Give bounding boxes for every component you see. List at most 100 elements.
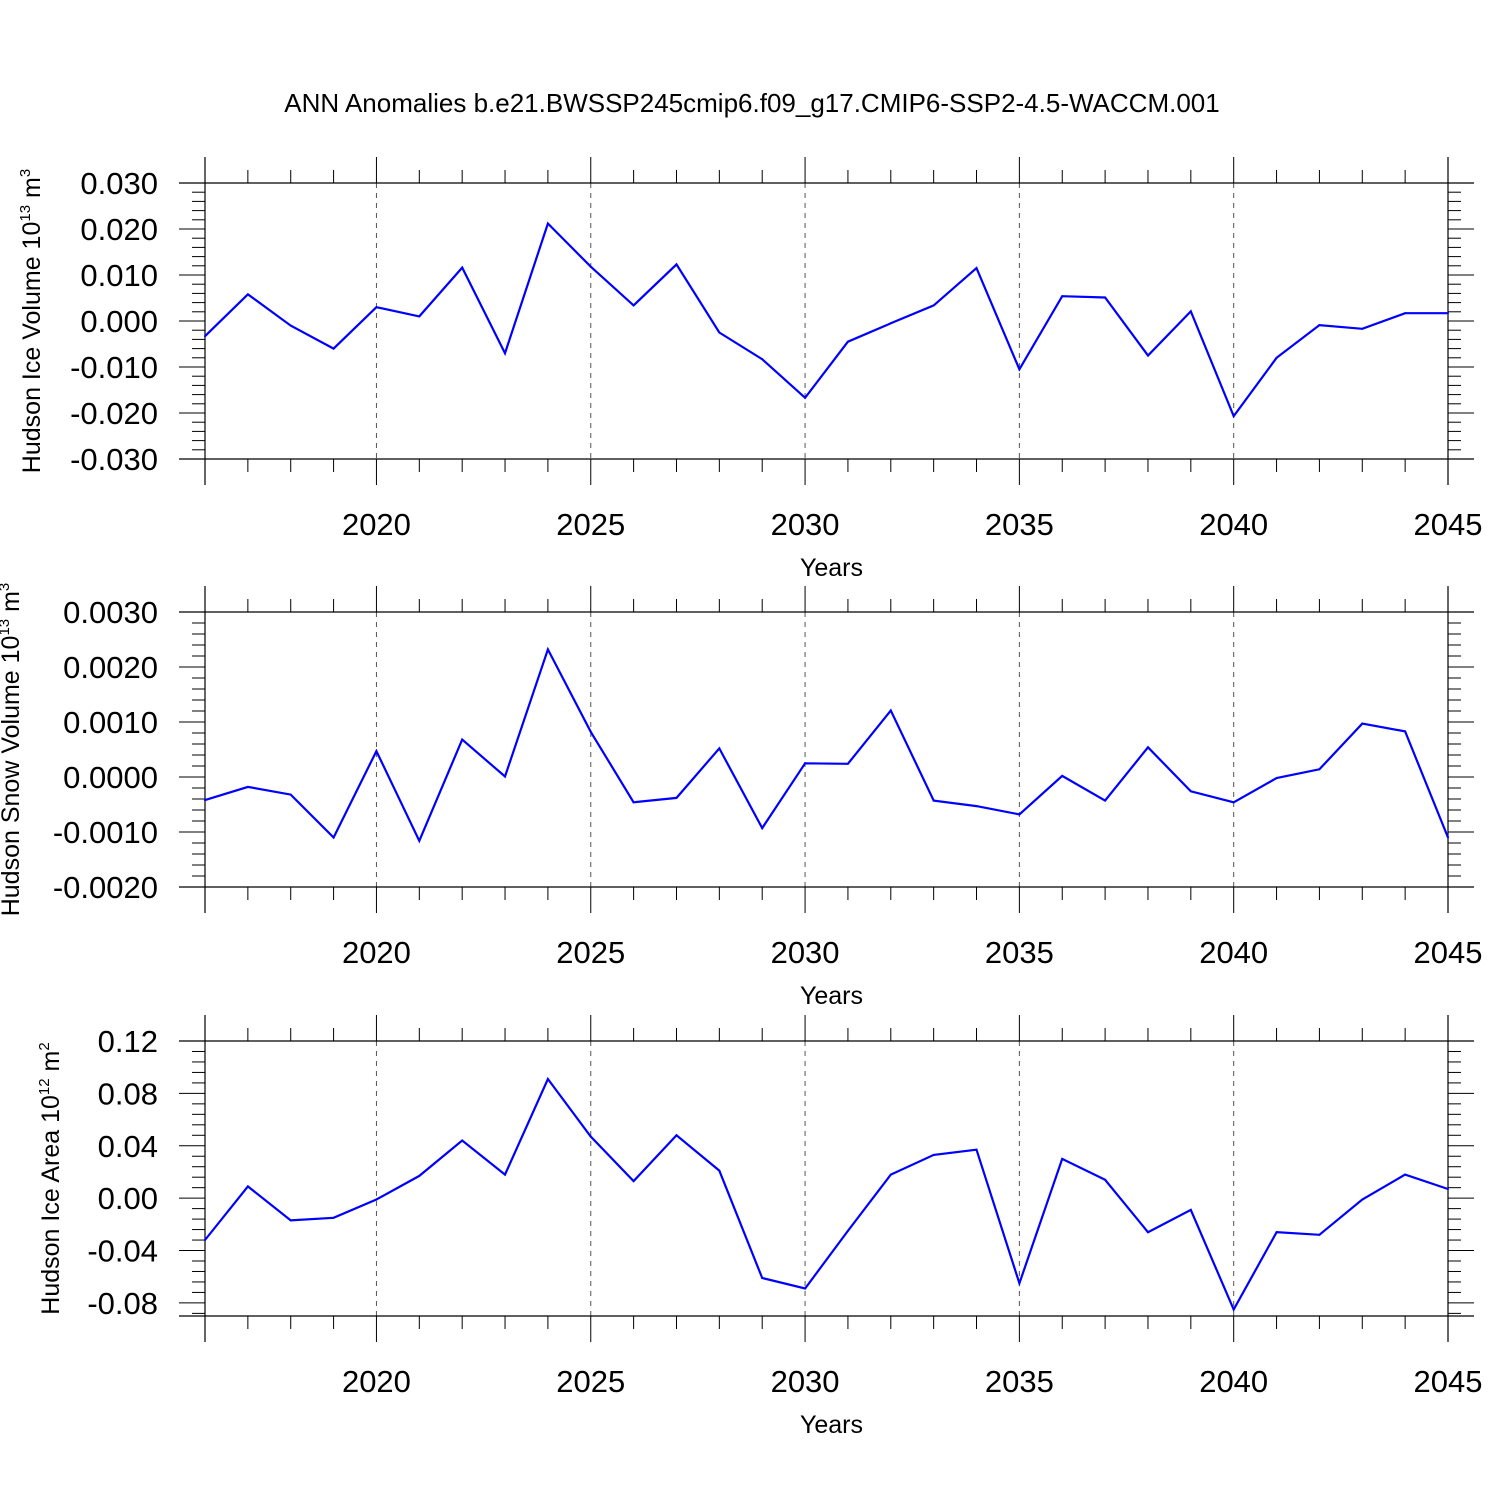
data-point xyxy=(461,1139,464,1142)
data-point xyxy=(418,1174,421,1177)
x-axis-title: Years xyxy=(800,554,863,582)
data-point xyxy=(204,335,206,338)
data-point xyxy=(1104,1178,1107,1181)
data-point xyxy=(761,358,764,361)
y-tick-label: 0.000 xyxy=(80,304,158,339)
y-tick-label: -0.030 xyxy=(70,442,158,477)
data-point xyxy=(1232,1308,1235,1311)
data-point xyxy=(246,293,249,296)
x-tick-label: 2045 xyxy=(1414,507,1483,542)
chart-panel-3: 2020 2025 2030 2035 2040 2045 0.12 0.08 0.04 0.00… xyxy=(36,1015,1482,1439)
data-point xyxy=(332,1216,335,1219)
data-point xyxy=(418,315,421,318)
data-point xyxy=(1189,790,1192,793)
x-tick-label: 2040 xyxy=(1199,1364,1268,1399)
data-point xyxy=(1189,310,1192,313)
data-point xyxy=(1447,1187,1449,1190)
x-tick-label: 2045 xyxy=(1414,935,1483,970)
data-point xyxy=(1018,813,1021,816)
x-tick-label: 2035 xyxy=(985,935,1054,970)
data-point xyxy=(504,1173,507,1176)
data-point xyxy=(675,1134,678,1137)
y-axis-title: Hudson Ice Volume 1013 m3 xyxy=(17,169,46,473)
data-point xyxy=(1361,722,1364,725)
data-point xyxy=(932,1153,935,1156)
y-tick-label: 0.0000 xyxy=(63,760,158,795)
x-tick-label: 2020 xyxy=(342,507,411,542)
data-point xyxy=(975,267,978,270)
y-tick-label: 0.010 xyxy=(80,258,158,293)
data-point xyxy=(1146,746,1149,749)
x-tick-label: 2020 xyxy=(342,935,411,970)
x-tick-label: 2020 xyxy=(342,1364,411,1399)
data-point xyxy=(504,352,507,355)
y-tick-label: -0.020 xyxy=(70,396,158,431)
y-tick-label: -0.010 xyxy=(70,350,158,385)
chart-panel-1: 2020 2025 2030 2035 2040 2045 0.030 0.020 0.010 0… xyxy=(17,157,1482,582)
y-axis-title: Hudson Snow Volume 1013 m3 xyxy=(0,583,25,917)
y-tick-label: 0.0020 xyxy=(63,650,158,685)
y-tick-label: 0.04 xyxy=(98,1129,158,1164)
data-point xyxy=(1404,1173,1407,1176)
series-line xyxy=(204,1076,1449,1312)
data-point xyxy=(289,793,292,796)
x-tick-label: 2045 xyxy=(1414,1364,1483,1399)
y-tick-label: 0.0030 xyxy=(63,595,158,630)
data-point xyxy=(246,1185,249,1188)
data-point xyxy=(804,396,807,399)
y-tick-label: -0.04 xyxy=(87,1234,158,1269)
data-point xyxy=(1318,768,1321,771)
x-tick-label: 2025 xyxy=(556,1364,625,1399)
x-tick-label: 2030 xyxy=(771,935,840,970)
y-tick-label: 0.0010 xyxy=(63,705,158,740)
x-tick-label: 2035 xyxy=(985,1364,1054,1399)
data-point xyxy=(289,1219,292,1222)
y-tick-label: 0.08 xyxy=(98,1076,158,1111)
x-tick-label: 2035 xyxy=(985,507,1054,542)
x-tick-label: 2025 xyxy=(556,935,625,970)
data-point xyxy=(1104,296,1107,299)
data-point xyxy=(1018,1282,1021,1285)
series-line xyxy=(204,221,1448,419)
data-point xyxy=(1447,312,1449,315)
data-point xyxy=(289,324,292,327)
data-point xyxy=(546,1077,549,1080)
data-point xyxy=(504,775,507,778)
data-point xyxy=(804,1287,807,1290)
data-point xyxy=(461,738,464,741)
data-point xyxy=(975,805,978,808)
data-point xyxy=(675,796,678,799)
data-point xyxy=(632,1180,635,1183)
data-point xyxy=(1275,777,1278,780)
data-point xyxy=(718,331,721,334)
data-point xyxy=(1447,836,1449,839)
data-point xyxy=(718,747,721,750)
data-point xyxy=(804,762,807,765)
data-point xyxy=(1146,1231,1149,1234)
data-point xyxy=(846,762,849,765)
data-point xyxy=(1361,1198,1364,1201)
x-axis-title: Years xyxy=(800,982,863,1010)
y-tick-label: 0.020 xyxy=(80,212,158,247)
data-point xyxy=(332,836,335,839)
data-point xyxy=(418,839,421,842)
data-point xyxy=(589,1135,592,1138)
y-tick-label: -0.0020 xyxy=(53,870,158,905)
data-point xyxy=(632,801,635,804)
data-point xyxy=(1232,415,1235,418)
data-point xyxy=(846,1229,849,1232)
data-point xyxy=(546,648,549,651)
chart-panels: 2020 2025 2030 2035 2040 2045 0.030 0.020 0.010 0… xyxy=(0,157,1482,1439)
data-point xyxy=(375,1198,378,1201)
data-point xyxy=(246,785,249,788)
x-tick-label: 2040 xyxy=(1199,507,1268,542)
data-point xyxy=(332,347,335,350)
data-point xyxy=(204,1239,206,1242)
x-tick-label: 2030 xyxy=(771,507,840,542)
data-point xyxy=(1018,368,1021,371)
data-point xyxy=(546,222,549,225)
data-point xyxy=(1061,295,1064,298)
data-point xyxy=(1404,730,1407,733)
chart-panel-2: 2020 2025 2030 2035 2040 2045 0.0030 0.0020 0.00… xyxy=(0,583,1482,1010)
